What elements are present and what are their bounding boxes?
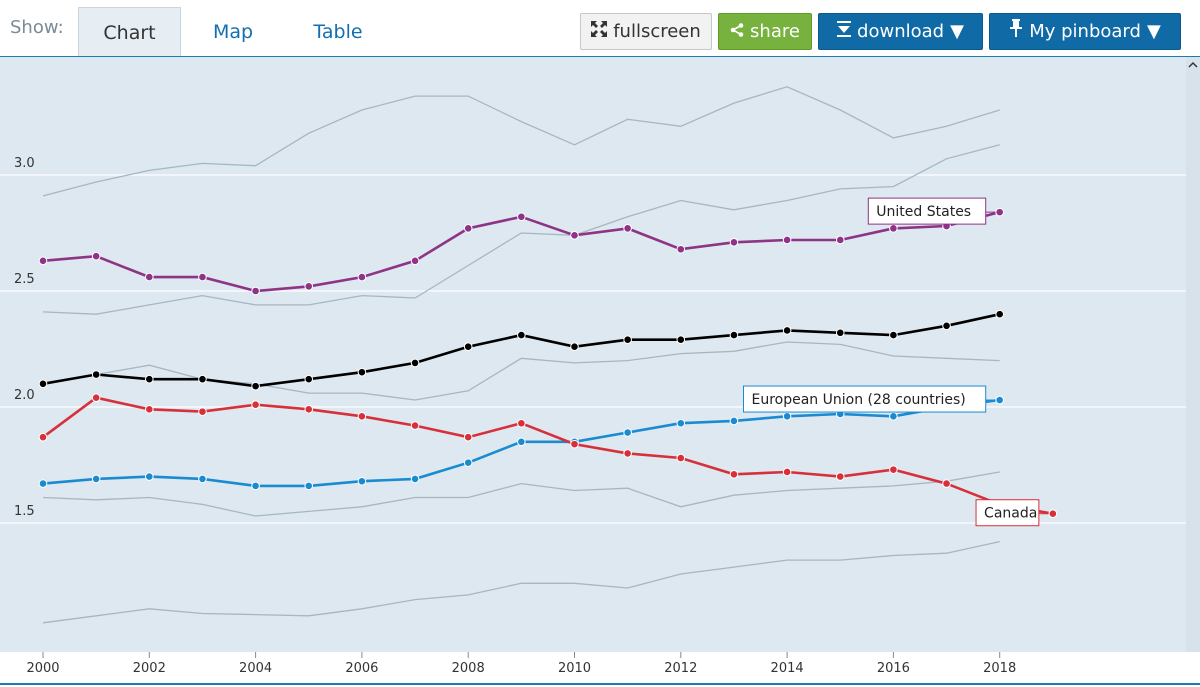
- tab-map[interactable]: Map: [190, 8, 276, 57]
- share-button[interactable]: share: [718, 13, 812, 50]
- download-button[interactable]: download ▼: [818, 13, 983, 50]
- share-icon: [730, 14, 744, 49]
- scrollbar[interactable]: [1186, 57, 1200, 652]
- tab-chart-label: Chart: [103, 22, 156, 44]
- download-label: download: [857, 21, 945, 42]
- tab-map-label: Map: [212, 21, 254, 43]
- pinboard-label: My pinboard: [1029, 21, 1141, 42]
- scroll-up-icon[interactable]: [1188, 60, 1198, 70]
- fullscreen-label: fullscreen: [613, 21, 701, 42]
- chart-background: [0, 57, 1200, 652]
- tab-table-label: Table: [313, 21, 363, 43]
- x-axis-band: [0, 652, 1200, 687]
- toolbar-divider: [0, 56, 1200, 57]
- show-label: Show:: [10, 17, 64, 38]
- share-label: share: [750, 21, 800, 42]
- fullscreen-button[interactable]: fullscreen: [580, 13, 712, 50]
- toolbar: Show: Chart Map Table fullscreen share d…: [0, 0, 1200, 58]
- chevron-down-icon: ▼: [1146, 21, 1161, 42]
- tab-table[interactable]: Table: [295, 8, 381, 57]
- fullscreen-icon: [591, 14, 608, 49]
- pinboard-button[interactable]: My pinboard ▼: [989, 13, 1181, 50]
- download-icon: [837, 14, 852, 49]
- tab-chart[interactable]: Chart: [78, 7, 181, 58]
- pin-icon: [1009, 14, 1023, 49]
- bottom-divider: [0, 683, 1200, 685]
- chevron-down-icon: ▼: [950, 21, 964, 42]
